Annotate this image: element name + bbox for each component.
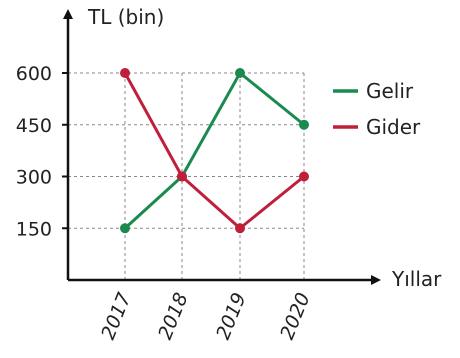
x-tick-label-2017: 2017: [97, 290, 136, 343]
legend: Gelir Gider: [333, 79, 421, 139]
x-axis-label: Yıllar: [391, 267, 442, 291]
x-tick-labels: 2017 2018 2019 2020: [97, 290, 315, 343]
y-tick-labels: 150 300 450 600: [16, 63, 68, 240]
y-tick-label-2: 450: [16, 115, 52, 137]
data-point-gider-2018: [177, 171, 187, 182]
data-point-gelir-2017: [120, 223, 130, 234]
y-tick-label-0: 150: [16, 218, 52, 240]
series-line-gider: [123, 72, 305, 230]
x-tick-label-2019: 2019: [212, 290, 251, 343]
y-tick-label-1: 300: [16, 167, 52, 189]
data-point-gider-2019: [235, 223, 245, 234]
x-tick-label-2018: 2018: [154, 290, 193, 343]
legend-label-gider: Gider: [366, 115, 421, 139]
data-point-gelir-2019: [235, 68, 245, 78]
y-axis-label: TL (bin): [87, 5, 164, 29]
y-tick-label-3: 600: [16, 63, 52, 85]
series-lines: [120, 68, 309, 234]
x-tick-label-2020: 2020: [276, 290, 315, 343]
data-point-gider-2020: [299, 171, 309, 182]
series-line-gelir: [123, 71, 305, 230]
data-point-gelir-2020: [299, 119, 309, 130]
data-point-gider-2017: [120, 68, 130, 78]
legend-label-gelir: Gelir: [366, 79, 414, 103]
